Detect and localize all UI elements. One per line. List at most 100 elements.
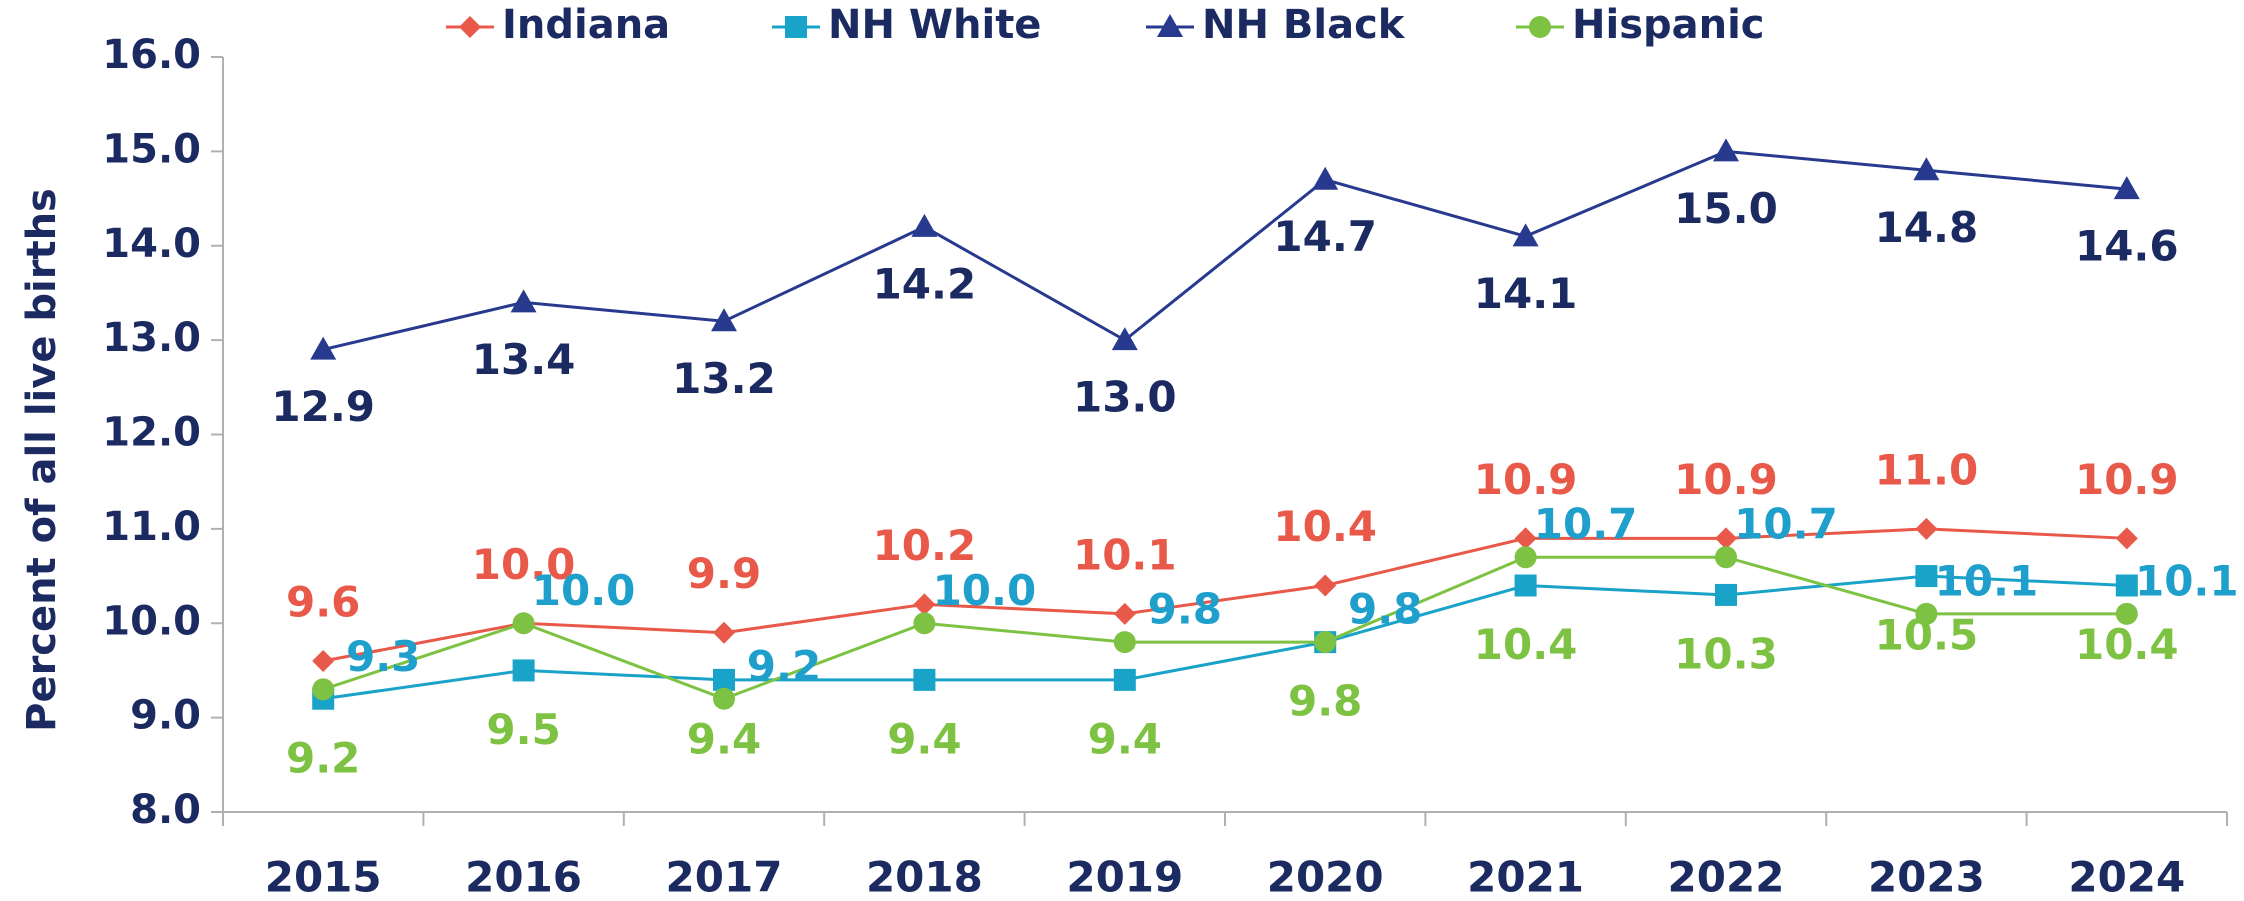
data-label: 9.6 — [286, 578, 360, 627]
data-point — [1915, 517, 1938, 540]
data-point — [1514, 546, 1537, 569]
x-tick-label: 2024 — [2068, 853, 2185, 901]
data-label: 10.4 — [1273, 502, 1377, 551]
data-point — [713, 621, 735, 644]
data-label: 9.9 — [687, 549, 761, 598]
data-point — [2115, 527, 2138, 550]
x-tick-label: 2018 — [866, 853, 983, 901]
data-label: 9.3 — [346, 632, 420, 681]
y-tick-label: 10.0 — [102, 598, 201, 644]
legend-marker — [1157, 14, 1183, 37]
data-label: 14.7 — [1273, 212, 1377, 261]
data-point — [1312, 166, 1339, 190]
data-point — [1715, 527, 1737, 550]
data-label: 13.0 — [1073, 373, 1177, 422]
data-label: 9.2 — [747, 641, 821, 690]
data-point — [1915, 565, 1938, 588]
data-label: 14.1 — [1474, 269, 1578, 318]
data-label: 9.2 — [286, 733, 360, 782]
y-tick-label: 12.0 — [102, 410, 201, 456]
data-point — [310, 336, 337, 360]
data-label: 10.1 — [2135, 556, 2239, 605]
x-tick-label: 2016 — [465, 853, 582, 901]
data-label: 12.9 — [271, 382, 375, 431]
data-point — [913, 612, 936, 635]
data-point — [913, 593, 936, 616]
data-point — [1913, 157, 1940, 181]
data-label: 9.4 — [687, 714, 761, 763]
data-label: 10.1 — [1935, 556, 2039, 605]
y-tick-label: 14.0 — [102, 221, 201, 267]
data-label: 10.9 — [1474, 455, 1578, 504]
data-point — [1915, 602, 1938, 625]
data-point — [312, 678, 335, 701]
legend-marker — [785, 16, 807, 38]
data-label: 10.7 — [1734, 500, 1838, 549]
data-label: 11.0 — [1875, 445, 1979, 494]
legend-label: Indiana — [502, 2, 670, 48]
data-point — [1514, 574, 1537, 597]
data-label: 15.0 — [1674, 184, 1778, 233]
series-line — [322, 527, 2127, 663]
x-tick-label: 2023 — [1868, 853, 1985, 901]
data-label: 14.2 — [873, 259, 977, 308]
legend-marker — [1529, 16, 1551, 38]
data-point — [1113, 668, 1136, 691]
data-label: 9.4 — [1088, 714, 1162, 763]
x-tick-label: 2022 — [1668, 853, 1785, 901]
data-label: 10.2 — [873, 521, 977, 570]
data-point — [713, 687, 735, 710]
data-label: 9.8 — [1148, 585, 1222, 634]
y-tick-label: 11.0 — [102, 504, 201, 550]
legend-marker — [459, 16, 481, 38]
data-label: 9.8 — [1288, 677, 1362, 726]
data-label: 10.0 — [933, 566, 1037, 615]
legend-label: Hispanic — [1572, 2, 1765, 48]
data-label: 14.6 — [2075, 222, 2179, 271]
x-tick-label: 2015 — [265, 853, 382, 901]
data-point — [1314, 574, 1337, 597]
data-point — [510, 289, 537, 313]
data-label: 9.5 — [486, 705, 560, 754]
data-point — [1715, 583, 1737, 606]
data-point — [1113, 631, 1136, 654]
data-label: 10.3 — [1674, 629, 1778, 678]
data-label: 10.7 — [1534, 500, 1638, 549]
legend-label: NH White — [828, 2, 1041, 48]
data-label: 9.4 — [887, 714, 961, 763]
data-point — [312, 650, 335, 672]
data-point — [713, 668, 735, 691]
data-label: 10.1 — [1073, 530, 1177, 579]
data-point — [1514, 527, 1537, 550]
data-label: 10.0 — [472, 540, 576, 589]
data-point — [1713, 138, 1739, 162]
data-point — [1111, 327, 1138, 351]
y-tick-label: 13.0 — [102, 315, 201, 361]
data-point — [1314, 631, 1337, 654]
data-label: 13.2 — [672, 354, 776, 403]
series-line — [322, 149, 2127, 352]
data-point — [2115, 602, 2138, 625]
x-tick-label: 2021 — [1467, 853, 1584, 901]
data-point — [2113, 176, 2140, 200]
data-point — [1113, 602, 1136, 625]
data-point — [2115, 574, 2138, 597]
data-point — [911, 213, 938, 237]
data-label: 10.4 — [2075, 620, 2179, 669]
series-line — [322, 555, 2127, 701]
data-point — [1512, 223, 1539, 247]
data-point — [1715, 546, 1737, 569]
legend-label: NH Black — [1202, 2, 1406, 48]
data-point — [512, 612, 535, 635]
data-point — [913, 668, 936, 691]
y-tick-label: 8.0 — [130, 787, 201, 833]
data-label: 10.9 — [1674, 455, 1778, 504]
data-label: 9.8 — [1348, 585, 1422, 634]
y-tick-label: 16.0 — [102, 32, 201, 78]
x-tick-label: 2020 — [1267, 853, 1384, 901]
y-tick-label: 15.0 — [102, 126, 201, 172]
data-label: 10.0 — [532, 566, 636, 615]
x-tick-label: 2017 — [666, 853, 783, 901]
y-axis-title: Percent of all live births — [19, 188, 65, 732]
